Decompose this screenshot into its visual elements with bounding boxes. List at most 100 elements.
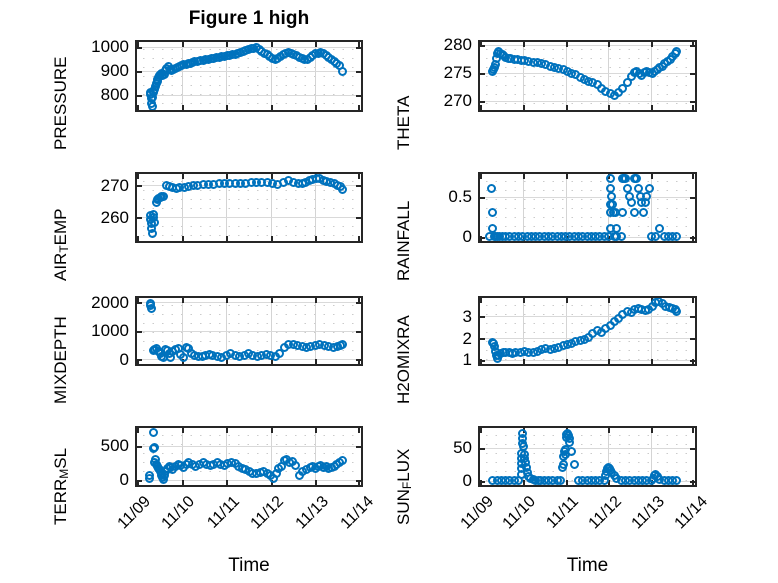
axes-rainfall[interactable] (478, 172, 697, 243)
data-point (488, 208, 498, 218)
panel-air_temp (135, 172, 363, 243)
axes-pressure[interactable] (135, 40, 363, 112)
data-point (555, 476, 565, 485)
axes-sun_flux[interactable] (478, 426, 697, 487)
data-point (337, 184, 347, 194)
data-point (144, 474, 154, 484)
x-tick-label: 11/14 (671, 493, 711, 533)
data-point (642, 192, 652, 202)
data-point (569, 460, 579, 470)
y-tick-label: 900 (100, 61, 129, 81)
data-point (632, 174, 642, 184)
axes-air_temp[interactable] (135, 172, 363, 243)
data-point (606, 174, 616, 184)
data-series-pressure (137, 42, 361, 110)
y-tick-label: 0.5 (448, 187, 472, 207)
y-tick-label: 500 (100, 436, 129, 456)
y-tick-label: 260 (100, 207, 129, 227)
data-point (611, 224, 621, 234)
panel-mixdepth (135, 296, 363, 366)
x-axis-title: Time (566, 555, 609, 576)
data-point (672, 306, 682, 316)
y-tick-label: 1000 (91, 37, 129, 57)
y-axis-title-sun_flux: SUNFLUX (394, 448, 414, 525)
x-tick-label: 11/11 (204, 493, 243, 532)
y-tick-label: 280 (443, 35, 472, 55)
y-tick-label: 0 (462, 471, 472, 491)
data-point (150, 442, 160, 452)
data-point (147, 101, 157, 110)
panel-sun_flux (478, 426, 697, 487)
data-point (627, 198, 637, 208)
data-series-mixdepth (137, 298, 361, 364)
x-tick-label: 11/12 (247, 493, 288, 533)
y-axis-title-mixdepth: MIXDEPTH (51, 316, 70, 404)
y-tick-label: 275 (443, 63, 472, 83)
data-point (337, 455, 347, 465)
y-tick-label: 0 (462, 227, 472, 247)
panel-theta (478, 40, 697, 112)
data-series-sun_flux (480, 428, 695, 485)
axes-terr_msl[interactable] (135, 426, 363, 487)
y-axis-title-rainfall: RAINFALL (394, 200, 413, 281)
x-tick-label: 11/09 (457, 493, 497, 533)
x-tick-label: 11/12 (585, 493, 625, 533)
x-tick-label: 11/11 (543, 493, 583, 532)
axes-theta[interactable] (478, 40, 697, 112)
y-tick-label: 50 (453, 438, 472, 458)
x-tick-label: 11/09 (114, 493, 154, 533)
data-point (655, 224, 665, 234)
data-point (672, 232, 682, 241)
x-tick-label: 11/10 (158, 493, 199, 533)
y-tick-label: 1 (462, 350, 472, 370)
data-point (148, 428, 158, 437)
panel-pressure (135, 40, 363, 112)
y-axis-title-theta: THETA (394, 95, 413, 150)
data-point (567, 447, 577, 457)
y-tick-label: 2000 (91, 292, 129, 312)
y-axis-title-h2omixra: H2OMIXRA (394, 315, 413, 404)
data-series-terr_msl (137, 428, 361, 485)
panel-rainfall (478, 172, 697, 243)
y-axis-title-pressure: PRESSURE (51, 56, 70, 150)
figure-title: Figure 1 high (188, 8, 310, 29)
data-point (150, 217, 160, 227)
y-tick-label: 3 (462, 306, 472, 326)
axes-mixdepth[interactable] (135, 296, 363, 366)
major-grid (137, 298, 361, 364)
data-point (617, 208, 627, 218)
y-tick-label: 270 (100, 175, 129, 195)
data-point (623, 183, 633, 193)
y-tick-label: 0 (119, 349, 129, 369)
y-tick-label: 270 (443, 91, 472, 111)
x-tick-label: 11/13 (628, 493, 668, 533)
axes-h2omixra[interactable] (478, 296, 697, 366)
x-axis-title: Time (228, 555, 270, 576)
data-point (607, 192, 617, 202)
data-series-h2omixra (480, 298, 695, 364)
data-point (159, 191, 169, 201)
data-point (629, 208, 639, 218)
x-tick-label: 11/13 (292, 493, 332, 533)
data-point (638, 208, 648, 218)
y-axis-title-air_temp: AIRTEMP (51, 208, 71, 281)
data-point (672, 476, 682, 485)
data-point (621, 174, 631, 184)
data-point (487, 183, 497, 193)
data-series-theta (480, 42, 695, 110)
y-tick-label: 2 (462, 328, 472, 348)
data-point (147, 229, 157, 239)
data-point (608, 200, 618, 210)
data-point (644, 183, 654, 193)
data-series-rainfall (480, 174, 695, 241)
data-point (337, 66, 347, 76)
data-point (558, 460, 568, 470)
y-tick-label: 800 (100, 85, 129, 105)
data-point (606, 183, 616, 193)
data-point (650, 232, 660, 241)
y-tick-label: 0 (119, 470, 129, 490)
data-point (337, 340, 347, 350)
data-point (488, 224, 498, 234)
data-point (147, 303, 157, 313)
